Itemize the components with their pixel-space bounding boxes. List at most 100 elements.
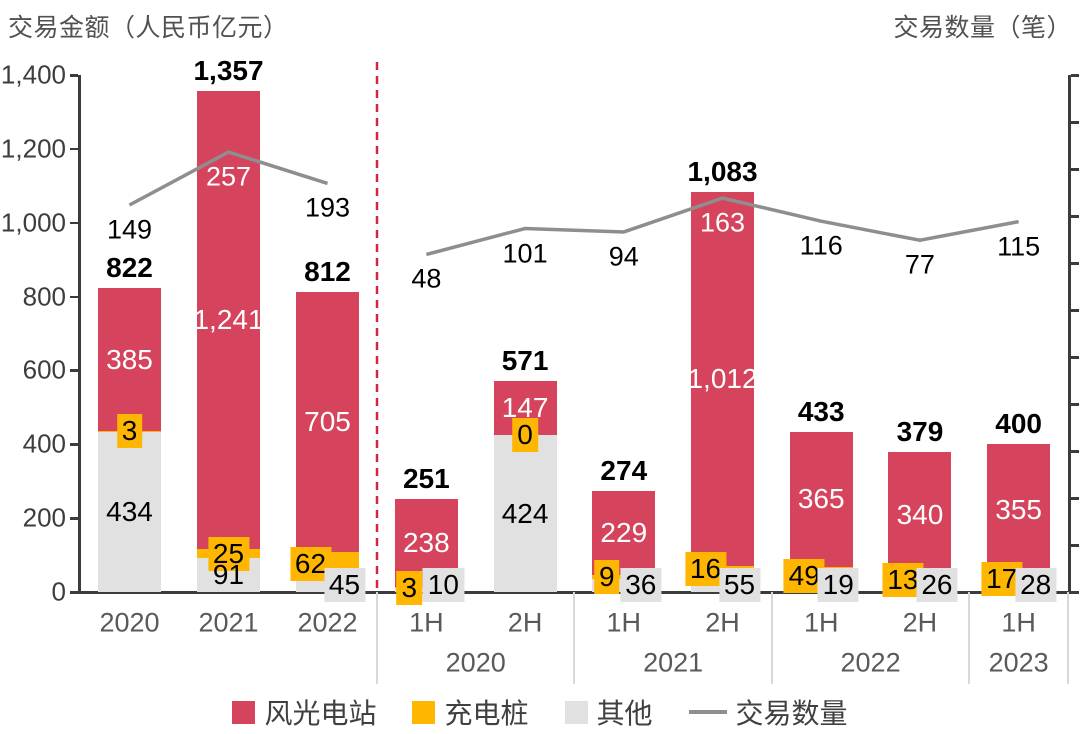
segment-wind-solar-2H — [888, 452, 952, 578]
legend-swatch-wind-solar — [232, 700, 256, 724]
x-group-label-2023: 2023 — [988, 647, 1049, 678]
legend-label-deal-count: 交易数量 — [735, 698, 848, 729]
line-value-label: 257 — [205, 161, 252, 192]
total-2020: 822 — [106, 252, 153, 284]
left-axis-tick-label: 1,200 — [0, 133, 66, 164]
value-other: 55 — [718, 568, 761, 602]
x-group-divider — [573, 592, 576, 684]
value-other: 28 — [1015, 568, 1057, 602]
left-axis-tick-label: 200 — [22, 502, 66, 533]
line-value-label: 94 — [608, 241, 639, 272]
value-wind-solar: 1,241 — [193, 304, 264, 336]
left-axis-tick — [70, 443, 78, 446]
value-charging-pile: 62 — [289, 546, 332, 581]
value-other: 434 — [106, 495, 153, 527]
value-wind-solar: 385 — [106, 343, 153, 375]
value-wind-solar: 238 — [402, 527, 450, 559]
left-axis-tick-label: 0 — [51, 576, 66, 607]
left-axis-title: 交易金额（人民币亿元） — [8, 14, 289, 42]
right-axis-tick — [1071, 356, 1079, 359]
legend-item-wind-solar: 风光电站 — [232, 692, 376, 732]
x-group-divider — [968, 592, 971, 684]
x-label-2020: 2020 — [99, 607, 160, 638]
value-charging-pile: 3 — [116, 414, 143, 449]
x-label-1H: 1H — [1001, 607, 1036, 638]
line-value-label: 193 — [304, 192, 351, 223]
line-value-label: 163 — [699, 207, 746, 238]
total-1H: 433 — [797, 396, 845, 428]
total-2H: 379 — [896, 416, 944, 448]
x-group-label-2020: 2020 — [445, 647, 506, 678]
legend-item-other: 其他 — [564, 692, 653, 732]
left-axis-tick — [70, 221, 78, 225]
value-wind-solar: 229 — [600, 517, 648, 549]
right-axis-tick — [1071, 403, 1079, 406]
line-value-label: 48 — [411, 263, 442, 294]
right-axis-tick — [1071, 74, 1079, 77]
x-label-1H: 1H — [803, 607, 839, 638]
value-charging-pile: 9 — [593, 560, 620, 595]
legend-swatch-charging-pile — [412, 700, 436, 724]
x-label-2021: 2021 — [198, 607, 259, 638]
right-axis-tick — [1071, 544, 1079, 547]
x-group-divider — [770, 592, 773, 684]
total-1H: 274 — [600, 454, 648, 486]
line-value-label: 149 — [106, 214, 153, 245]
x-label-2022: 2022 — [297, 607, 358, 638]
legend-label-charging-pile: 充电桩 — [444, 698, 529, 729]
value-other: 10 — [422, 568, 464, 602]
total-1H: 400 — [995, 408, 1042, 440]
total-2H: 571 — [501, 345, 549, 377]
line-value-label: 116 — [799, 230, 843, 261]
right-axis-tick — [1071, 309, 1079, 312]
chart-legend: 风光电站 充电桩 其他 交易数量 — [0, 694, 1080, 730]
x-group-divider — [1067, 592, 1069, 684]
right-axis-tick — [1071, 168, 1079, 171]
legend-label-other: 其他 — [596, 698, 653, 729]
left-axis-tick — [70, 591, 78, 594]
line-value-label: 101 — [502, 238, 548, 268]
right-axis-tick — [1071, 215, 1079, 218]
left-axis-tick-label: 400 — [22, 428, 66, 459]
x-group-label-2021: 2021 — [643, 647, 704, 678]
value-other: 19 — [817, 568, 859, 602]
x-label-2H: 2H — [902, 607, 938, 638]
right-axis-tick — [1071, 497, 1079, 500]
left-axis-tick — [70, 295, 78, 299]
total-2022: 812 — [304, 256, 351, 288]
value-other: 36 — [620, 568, 662, 602]
segment-wind-solar-2020 — [98, 288, 161, 431]
value-wind-solar: 365 — [797, 483, 845, 515]
value-charging-pile: 25 — [207, 536, 250, 571]
value-other: 45 — [323, 568, 366, 602]
value-wind-solar: 340 — [896, 498, 944, 530]
value-other: 91 — [212, 559, 245, 591]
total-2021: 1,357 — [193, 54, 264, 86]
legend-label-wind-solar: 风光电站 — [264, 698, 377, 729]
legend-swatch-other — [564, 700, 588, 724]
segment-wind-solar-2022 — [296, 292, 359, 553]
right-axis-line — [1068, 75, 1071, 594]
left-axis-tick-label: 800 — [22, 281, 66, 312]
total-2H: 1,083 — [687, 156, 758, 188]
x-label-2H: 2H — [705, 607, 740, 638]
segment-wind-solar-1H — [987, 444, 1051, 576]
right-axis-tick — [1071, 591, 1079, 594]
x-group-label-2022: 2022 — [840, 647, 901, 678]
line-value-label: 115 — [997, 231, 1041, 262]
left-axis-tick — [70, 147, 78, 151]
segment-other-2020 — [98, 431, 161, 592]
right-axis-tick — [1071, 450, 1079, 453]
left-axis-line — [78, 75, 81, 594]
right-axis-title: 交易数量（笔） — [893, 14, 1072, 42]
x-label-1H: 1H — [606, 607, 642, 638]
left-axis-tick-label: 600 — [22, 354, 66, 385]
segment-other-2H — [493, 435, 557, 592]
right-axis-tick — [1071, 121, 1079, 124]
value-charging-pile: 3 — [396, 570, 423, 605]
value-other: 424 — [501, 497, 549, 529]
line-value-label: 77 — [904, 249, 935, 280]
value-charging-pile: 0 — [512, 418, 538, 453]
